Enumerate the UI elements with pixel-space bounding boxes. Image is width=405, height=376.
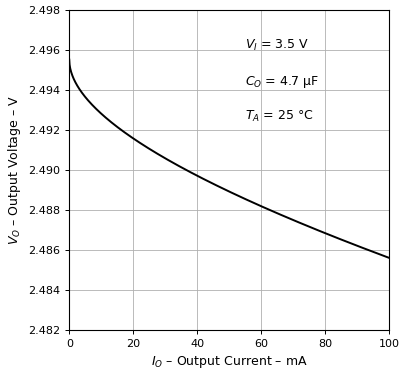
Text: $C_O$ = 4.7 μF: $C_O$ = 4.7 μF	[245, 74, 319, 89]
Text: $T_A$ = 25 °C: $T_A$ = 25 °C	[245, 109, 314, 124]
Y-axis label: $V_O$ – Output Voltage – V: $V_O$ – Output Voltage – V	[6, 95, 23, 245]
Text: $V_I$ = 3.5 V: $V_I$ = 3.5 V	[245, 38, 309, 53]
X-axis label: $I_O$ – Output Current – mA: $I_O$ – Output Current – mA	[151, 355, 307, 370]
